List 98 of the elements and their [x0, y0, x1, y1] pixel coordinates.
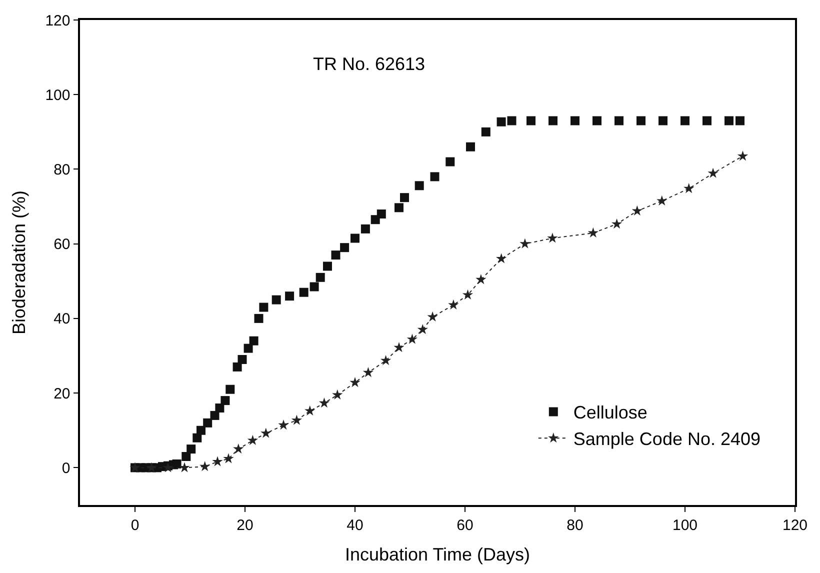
point: [376, 210, 386, 218]
point: [570, 116, 580, 126]
point: [448, 299, 459, 310]
x-tick-label: 100: [672, 516, 698, 534]
point: [316, 272, 325, 282]
x-tick-label: 40: [346, 516, 364, 534]
point: [406, 334, 418, 344]
point: [430, 172, 440, 182]
legend-label: Sample Code No. 2409: [573, 429, 761, 450]
point: [380, 355, 392, 366]
point: [394, 342, 404, 352]
x-tick-label: 0: [130, 516, 140, 534]
point: [304, 405, 316, 416]
point: [611, 218, 622, 229]
point: [259, 302, 268, 312]
point: [588, 227, 598, 238]
y-tick-label: 120: [45, 12, 70, 30]
x-tick-label: 60: [456, 516, 474, 534]
point: [323, 262, 332, 271]
point: [232, 362, 242, 372]
point: [226, 384, 235, 394]
point: [400, 193, 409, 202]
point: [249, 336, 258, 346]
point: [331, 250, 340, 260]
point: [196, 426, 206, 435]
point: [481, 127, 490, 136]
legend-label: Cellulose: [573, 402, 648, 423]
point: [496, 117, 506, 126]
point: [220, 396, 230, 406]
point: [632, 205, 642, 216]
point: [350, 234, 360, 243]
point: [179, 462, 190, 472]
point: [658, 116, 668, 126]
x-tick-label: 80: [566, 516, 584, 534]
point: [476, 274, 486, 284]
point: [272, 295, 281, 304]
point: [417, 324, 428, 334]
point: [332, 389, 343, 400]
point: [362, 366, 374, 378]
point: [547, 232, 558, 243]
point: [394, 203, 404, 212]
point: [215, 404, 224, 412]
point: [360, 224, 370, 234]
point: [210, 410, 220, 420]
point: [260, 428, 272, 438]
point: [254, 314, 264, 323]
point: [737, 150, 748, 161]
point: [466, 142, 475, 152]
point: [507, 116, 516, 126]
point: [414, 181, 424, 190]
text: TR No. 62613: [312, 54, 426, 74]
point: [680, 116, 690, 126]
point: [247, 434, 258, 445]
point: [724, 116, 734, 126]
y-tick-label: 60: [54, 236, 70, 254]
point: [614, 116, 624, 126]
point: [291, 414, 302, 425]
point: [446, 157, 455, 166]
point: [285, 292, 294, 301]
point: [172, 459, 182, 468]
y-tick-label: 0: [62, 460, 70, 477]
point: [427, 311, 438, 322]
point: [192, 433, 202, 442]
point: [233, 443, 244, 454]
y-tick-label: 80: [54, 161, 70, 178]
point: [702, 116, 712, 126]
point: [318, 398, 330, 408]
point: [203, 418, 212, 428]
point: [182, 452, 191, 461]
point: [340, 243, 350, 252]
point: [462, 289, 474, 300]
point: [592, 116, 602, 126]
y-tick-label: 20: [54, 385, 70, 402]
point: [299, 288, 308, 297]
y-tick-label: 40: [54, 310, 70, 328]
point: [238, 355, 247, 364]
point: [520, 238, 530, 248]
point: [636, 116, 646, 126]
point: [684, 183, 694, 194]
x-tick-label: 120: [782, 516, 808, 534]
point: [656, 195, 668, 206]
point: [548, 116, 558, 126]
point: [310, 282, 319, 292]
x-axis-title: Incubation Time (Days): [344, 544, 530, 564]
point: [244, 344, 253, 353]
point: [526, 116, 536, 126]
point: [496, 253, 507, 264]
point: [708, 168, 718, 178]
point: [200, 460, 210, 472]
x-tick-label: 20: [236, 516, 254, 534]
point: [350, 377, 360, 388]
y-tick-label: 100: [45, 86, 70, 104]
point: [223, 453, 234, 464]
point: [212, 456, 223, 466]
y-axis-title: Bioderadation (%): [8, 190, 29, 335]
point: [186, 444, 196, 454]
point: [736, 116, 744, 126]
point: [278, 420, 289, 430]
